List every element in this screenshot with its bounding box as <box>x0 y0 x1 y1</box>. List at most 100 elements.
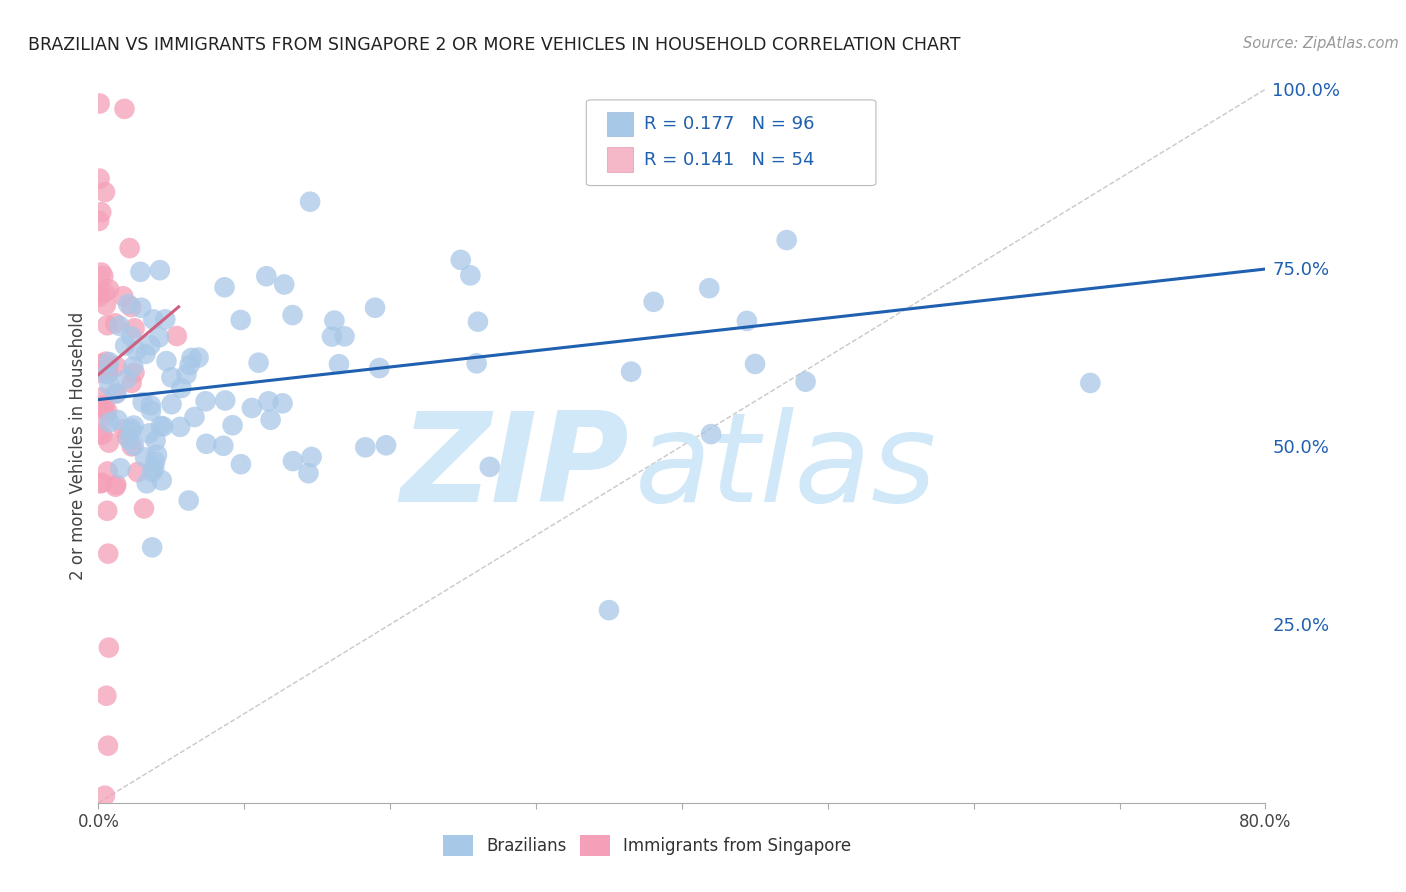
Point <box>94 185 117 199</box>
Text: Source: ZipAtlas.com: Source: ZipAtlas.com <box>1243 36 1399 51</box>
Point <box>104 480 127 494</box>
Point <box>478 459 501 474</box>
Point <box>96 689 118 703</box>
Point <box>93 398 115 412</box>
Point <box>143 462 166 476</box>
Point <box>139 398 162 412</box>
Point <box>107 413 129 427</box>
Point <box>299 194 322 209</box>
Y-axis label: 2 or more Vehicles in Household: 2 or more Vehicles in Household <box>69 312 87 580</box>
Point <box>108 318 131 333</box>
Point <box>97 465 120 479</box>
Point <box>176 368 198 382</box>
Point <box>697 281 720 295</box>
Point <box>94 789 117 803</box>
Point <box>643 294 665 309</box>
Point <box>179 358 201 372</box>
Point <box>333 329 356 343</box>
Point <box>150 473 173 487</box>
Point <box>214 393 236 408</box>
Point <box>96 504 118 518</box>
Point <box>110 461 132 475</box>
Point <box>96 318 118 333</box>
Point <box>187 351 209 365</box>
Point <box>90 266 112 280</box>
Point <box>254 269 277 284</box>
Point <box>134 450 156 465</box>
Point <box>169 420 191 434</box>
Point <box>121 376 143 390</box>
Point <box>104 316 127 330</box>
Point <box>138 426 160 441</box>
Point <box>124 321 146 335</box>
Point <box>97 640 120 655</box>
Point <box>132 501 155 516</box>
Point <box>180 351 202 365</box>
Point <box>98 416 121 430</box>
Point <box>89 96 111 111</box>
Point <box>149 263 172 277</box>
Point <box>700 427 723 442</box>
Point <box>160 370 183 384</box>
Point <box>125 343 148 358</box>
Point <box>91 269 114 284</box>
Point <box>273 277 295 292</box>
Point <box>143 454 166 468</box>
Point <box>121 439 143 453</box>
Point <box>214 280 236 294</box>
Point <box>90 391 112 405</box>
Point <box>118 241 141 255</box>
Point <box>97 367 120 381</box>
Point <box>112 422 135 436</box>
Point <box>467 315 489 329</box>
Point <box>97 435 120 450</box>
Point <box>321 329 343 343</box>
Point <box>122 418 145 433</box>
Point <box>96 368 118 382</box>
Point <box>94 285 117 300</box>
Point <box>259 413 281 427</box>
Point <box>90 205 112 219</box>
Point <box>297 467 319 481</box>
Point <box>87 425 110 440</box>
Point <box>450 252 472 267</box>
Point <box>87 214 110 228</box>
Point <box>129 301 152 315</box>
Point <box>160 397 183 411</box>
Text: R = 0.177   N = 96: R = 0.177 N = 96 <box>644 115 814 133</box>
Point <box>98 378 121 392</box>
Point <box>145 434 167 448</box>
Point <box>240 401 263 415</box>
Point <box>122 439 145 453</box>
Point <box>135 347 157 361</box>
Point <box>212 439 235 453</box>
Point <box>120 329 142 343</box>
Point <box>94 298 117 312</box>
Point <box>195 436 218 450</box>
Point <box>794 375 817 389</box>
Point <box>354 440 377 454</box>
Point <box>122 359 145 374</box>
Point <box>141 465 163 479</box>
Point <box>105 359 128 374</box>
Point <box>221 418 243 433</box>
Text: ZIP: ZIP <box>401 407 630 528</box>
Point <box>148 330 170 344</box>
Point <box>120 424 142 438</box>
Point <box>368 361 391 376</box>
Point <box>97 739 120 753</box>
Point <box>87 290 110 304</box>
Text: R = 0.141   N = 54: R = 0.141 N = 54 <box>644 151 814 169</box>
Point <box>155 354 177 368</box>
Point <box>328 357 350 371</box>
Point <box>139 338 162 352</box>
Point <box>135 476 157 491</box>
Point <box>247 356 270 370</box>
Point <box>98 282 121 296</box>
Point <box>105 477 128 491</box>
Point <box>146 448 169 462</box>
Point <box>323 313 346 327</box>
Point <box>465 356 488 370</box>
Text: atlas: atlas <box>636 407 938 528</box>
Point <box>229 457 252 471</box>
